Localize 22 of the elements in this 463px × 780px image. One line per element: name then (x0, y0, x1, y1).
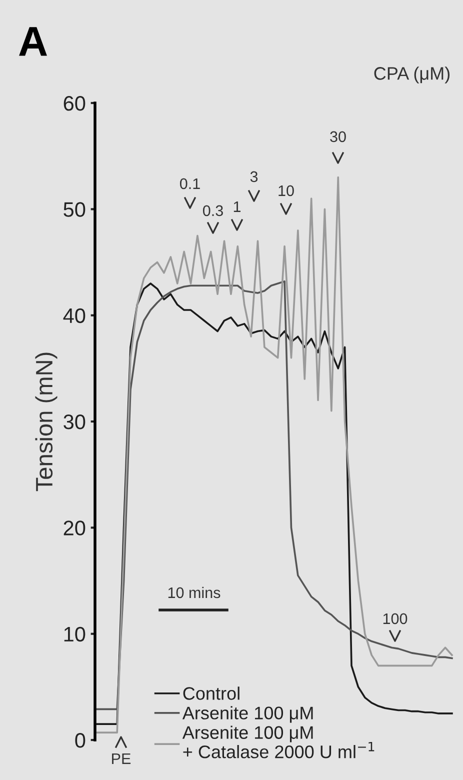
legend-label: Arsenite 100 μM + Catalase 2000 U ml$^{−1}$ (182, 726, 374, 758)
annotation: 1 (234, 201, 241, 212)
legend-label: Control (183, 686, 240, 700)
annotation: 3 (250, 171, 258, 182)
y-tick-label: 20 (64, 520, 86, 536)
text: CPA (μM) (374, 66, 450, 84)
annotation: 0.3 (202, 205, 223, 216)
y-tick-label: 30 (64, 414, 86, 430)
y-tick-label: 60 (64, 96, 86, 111)
y-tick-label: 10 (64, 626, 86, 642)
annotation: 30 (330, 131, 346, 142)
chart-title: A (19, 27, 47, 56)
y-tick-label: 50 (64, 202, 86, 217)
annotation: 10 mins (168, 586, 220, 598)
annotation: 0.1 (180, 178, 200, 190)
y-tick-label: 0 (75, 733, 86, 748)
y-tick-label: 40 (63, 308, 86, 324)
legend-label: Arsenite 100 μM (182, 706, 313, 723)
y-axis-title: Tension (mN) (35, 352, 58, 492)
annotation: 10 (278, 185, 294, 196)
annotation: 100 (383, 613, 408, 624)
text: PE (112, 753, 131, 764)
